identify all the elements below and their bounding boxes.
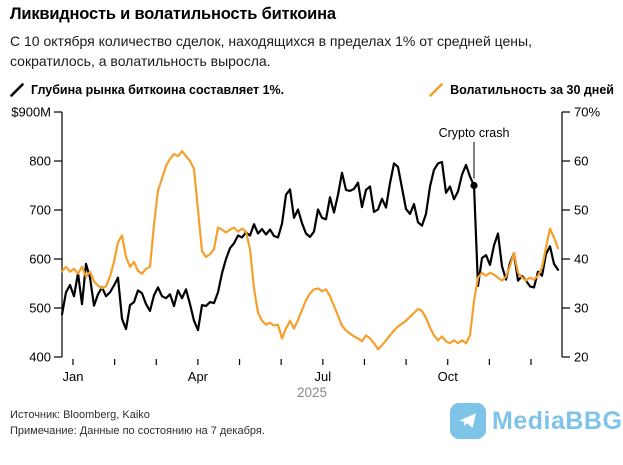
chart-footer: Источник: Bloomberg, Kaiko Примечание: Д… bbox=[10, 407, 265, 439]
note-text: Примечание: Данные по состоянию на 7 дек… bbox=[10, 425, 265, 437]
legend-label-volatility: Волатильность за 30 дней bbox=[450, 83, 614, 97]
left-axis-tick-label: 700 bbox=[29, 203, 51, 218]
crash-annotation-label: Crypto crash bbox=[439, 126, 510, 140]
chart-title: Ликвидность и волатильность биткоина bbox=[10, 5, 336, 23]
month-label: Jan bbox=[63, 369, 84, 384]
source-text: Источник: Bloomberg, Kaiko bbox=[10, 409, 150, 421]
market-depth-line bbox=[60, 160, 560, 332]
line-chart: $900M 800 700 600 500 400 70% 60 50 40 30 20 Jan Apr J… bbox=[11, 105, 600, 401]
legend-label-market-depth: Глубина рынка биткоина составляет 1%. bbox=[31, 83, 285, 97]
right-axis-tick-label: 50 bbox=[574, 203, 588, 218]
axes: $900M 800 700 600 500 400 70% 60 50 40 30 20 Jan Apr J… bbox=[11, 105, 600, 401]
legend-item-market-depth: Глубина рынка биткоина составляет 1%. bbox=[10, 83, 284, 97]
left-axis-tick-label: $900M bbox=[11, 105, 51, 120]
crash-annotation: Crypto crash bbox=[439, 126, 510, 190]
month-label: Jul bbox=[315, 369, 332, 384]
right-axis-tick-label: 20 bbox=[574, 350, 588, 365]
diagonal-line-icon bbox=[429, 83, 443, 97]
month-label: Oct bbox=[438, 369, 459, 384]
diagonal-line-icon bbox=[10, 83, 24, 97]
left-axis-tick-label: 800 bbox=[29, 154, 51, 169]
left-axis-tick-label: 500 bbox=[29, 301, 51, 316]
month-label: Apr bbox=[188, 369, 209, 384]
legend-item-volatility: Волатильность за 30 дней bbox=[429, 83, 614, 97]
year-label: 2025 bbox=[297, 385, 327, 400]
right-axis-tick-label: 70% bbox=[574, 105, 600, 120]
chart-legend: Глубина рынка биткоина составляет 1%. Во… bbox=[10, 83, 614, 97]
left-axis-tick-label: 600 bbox=[29, 252, 51, 267]
chart-series bbox=[60, 150, 560, 351]
right-axis-tick-label: 30 bbox=[574, 301, 588, 316]
watermark: MediaBBG bbox=[450, 403, 622, 439]
volatility-line bbox=[60, 150, 560, 351]
chart-subtitle: С 10 октября количество сделок, находящи… bbox=[10, 33, 532, 69]
paper-plane-icon bbox=[450, 403, 486, 439]
left-axis-tick-label: 400 bbox=[29, 350, 51, 365]
watermark-text: MediaBBG bbox=[492, 406, 623, 435]
crash-point-dot bbox=[470, 181, 478, 190]
right-axis-tick-label: 60 bbox=[574, 154, 588, 169]
right-axis-tick-label: 40 bbox=[574, 252, 588, 267]
